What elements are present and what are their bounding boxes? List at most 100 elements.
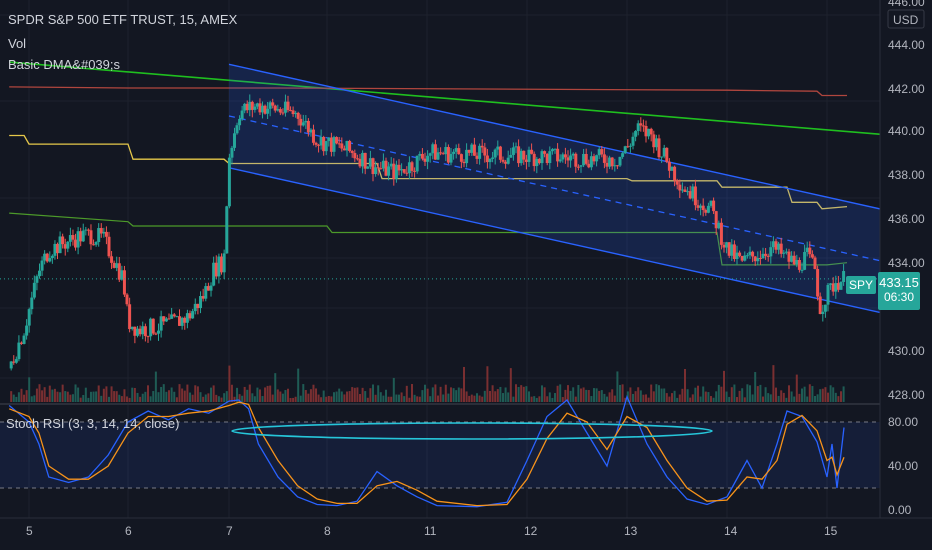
volume-bar	[199, 392, 202, 402]
candle-body	[719, 222, 723, 245]
candle-body	[402, 169, 406, 173]
stoch-tick-label: 0.00	[888, 503, 912, 517]
volume-bar	[626, 391, 629, 402]
candle-body	[779, 243, 783, 254]
candle-body	[784, 251, 788, 253]
candle-body	[558, 159, 562, 162]
candle-body	[89, 230, 93, 245]
volume-bar	[720, 386, 723, 402]
volume-bar	[379, 392, 382, 402]
candle-body	[569, 155, 573, 161]
candle-body	[322, 136, 326, 152]
candle-body	[337, 143, 341, 145]
candle-body	[94, 242, 98, 245]
candle-body	[543, 151, 547, 154]
candle-body	[79, 231, 83, 242]
candle-body	[641, 125, 645, 127]
volume-bar	[821, 388, 824, 402]
candle-body	[32, 282, 36, 298]
volume-bar	[51, 389, 54, 402]
candle-body	[701, 205, 705, 210]
candle-body	[810, 254, 814, 258]
candle-body	[498, 146, 502, 160]
candle-body	[220, 256, 224, 273]
volume-bar	[343, 394, 346, 402]
candle-body	[146, 336, 150, 338]
volume-bar	[457, 387, 460, 402]
candle-body	[400, 169, 404, 171]
volume-bar	[582, 387, 585, 402]
candle-body	[727, 242, 731, 256]
candle-body	[821, 311, 825, 315]
stoch-tick-label: 80.00	[888, 415, 918, 429]
volume-bar	[230, 384, 233, 402]
volume-bar	[837, 396, 840, 402]
volume-bar	[107, 396, 110, 402]
volume-bar	[144, 391, 147, 402]
volume-bar	[704, 391, 707, 402]
candle-body	[172, 314, 176, 317]
candle-body	[319, 136, 323, 146]
candle-body	[647, 128, 651, 137]
candle-body	[175, 316, 179, 318]
vol-indicator-label[interactable]: Vol	[8, 36, 27, 51]
volume-bar	[251, 393, 254, 402]
candle-body	[628, 145, 632, 147]
candle-body	[61, 236, 65, 245]
volume-bar	[619, 384, 621, 402]
candle-body	[112, 262, 116, 268]
volume-bar	[359, 394, 361, 402]
candle-body	[524, 159, 528, 162]
volume-bar	[377, 385, 380, 402]
volume-bar	[782, 392, 785, 402]
volume-bar	[842, 386, 845, 402]
candle-body	[84, 229, 88, 231]
stoch-rsi-label[interactable]: Stoch RSI (3, 3, 14, 14, close)	[6, 416, 180, 431]
volume-bar	[286, 388, 289, 402]
candle-body	[76, 231, 80, 248]
candle-body	[634, 131, 638, 137]
candle-body	[217, 256, 221, 277]
volume-bar	[228, 365, 231, 402]
dma-indicator-label[interactable]: Basic DMA&#039;s	[8, 57, 120, 72]
volume-bar	[146, 385, 149, 402]
candle-body	[657, 138, 661, 158]
volume-bar	[749, 385, 751, 402]
candle-body	[35, 276, 39, 283]
candle-body	[37, 270, 41, 277]
candle-body	[115, 263, 119, 268]
candle-body	[209, 285, 213, 291]
candle-body	[740, 255, 744, 261]
volume-bar	[217, 396, 220, 402]
candle-body	[162, 316, 166, 322]
candle-body	[107, 236, 111, 257]
candle-body	[271, 102, 275, 106]
volume-bar	[444, 384, 447, 402]
price-tick-label: 430.00	[888, 344, 925, 358]
volume-bar	[152, 391, 155, 402]
volume-bar	[233, 396, 236, 402]
candle-body	[673, 166, 677, 181]
candlesticks	[0, 94, 880, 371]
volume-bar	[621, 384, 624, 402]
volume-bar	[89, 391, 92, 402]
candle-body	[68, 235, 72, 242]
volume-bar	[616, 371, 619, 402]
candle-body	[519, 150, 523, 164]
volume-bar	[390, 396, 393, 402]
volume-bar	[528, 391, 530, 402]
candle-body	[735, 252, 739, 260]
volume-bar	[281, 393, 284, 402]
candle-body	[327, 137, 331, 142]
candle-body	[589, 156, 593, 168]
candle-body	[688, 191, 692, 199]
channel-upper-line	[228, 63, 932, 222]
volume-bar	[327, 395, 330, 402]
volume-bar	[294, 396, 297, 402]
volume-bar	[785, 397, 788, 402]
volume-bar	[447, 393, 450, 402]
candle-body	[808, 247, 812, 255]
candle-body	[149, 318, 153, 337]
candle-body	[418, 153, 422, 156]
